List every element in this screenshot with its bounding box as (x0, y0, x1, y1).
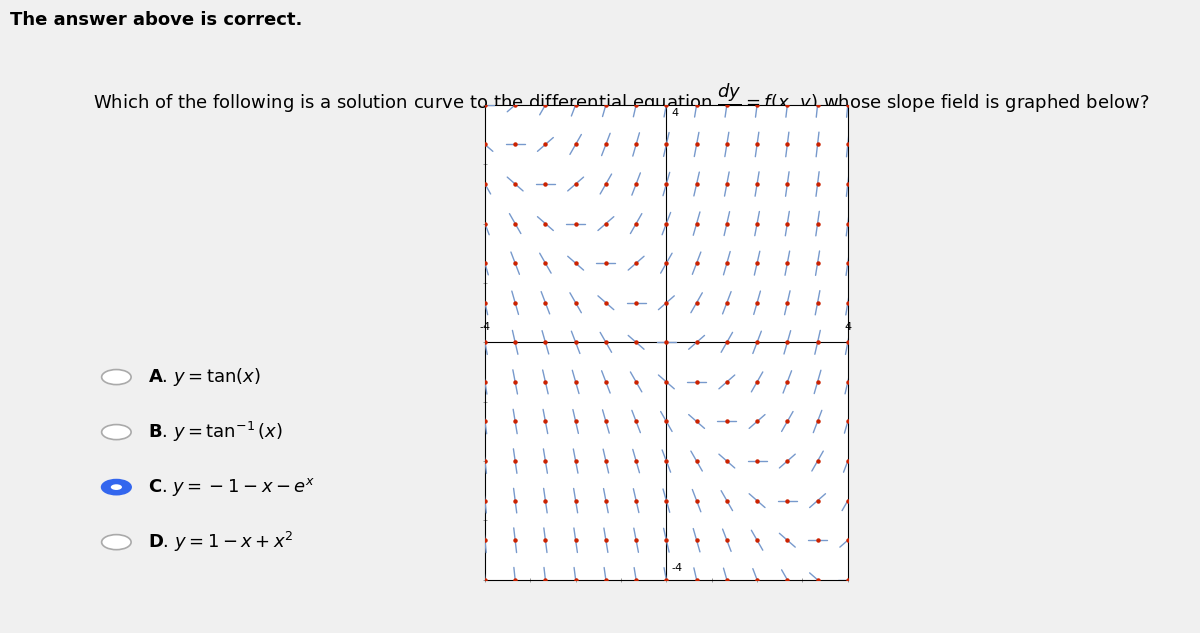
Text: $\mathbf{D}$. $y = 1 - x + x^2$: $\mathbf{D}$. $y = 1 - x + x^2$ (148, 530, 294, 555)
Text: 4: 4 (845, 322, 851, 332)
Circle shape (110, 484, 122, 490)
Text: $\mathbf{C}$. $y = -1 - x - e^x$: $\mathbf{C}$. $y = -1 - x - e^x$ (148, 476, 316, 498)
Circle shape (102, 535, 131, 549)
Text: 4: 4 (672, 108, 679, 118)
Text: -4: -4 (672, 563, 683, 573)
Text: -4: -4 (479, 322, 491, 332)
Text: $\mathbf{A}$. $y = \tan(x)$: $\mathbf{A}$. $y = \tan(x)$ (148, 366, 260, 388)
Circle shape (102, 425, 131, 440)
Text: $\mathbf{B}$. $y = \tan^{-1}(x)$: $\mathbf{B}$. $y = \tan^{-1}(x)$ (148, 420, 283, 444)
Text: The answer above is correct.: The answer above is correct. (10, 11, 302, 28)
Text: Which of the following is a solution curve to the differential equation $\dfrac{: Which of the following is a solution cur… (92, 82, 1150, 123)
Circle shape (102, 370, 131, 385)
Circle shape (102, 480, 131, 494)
